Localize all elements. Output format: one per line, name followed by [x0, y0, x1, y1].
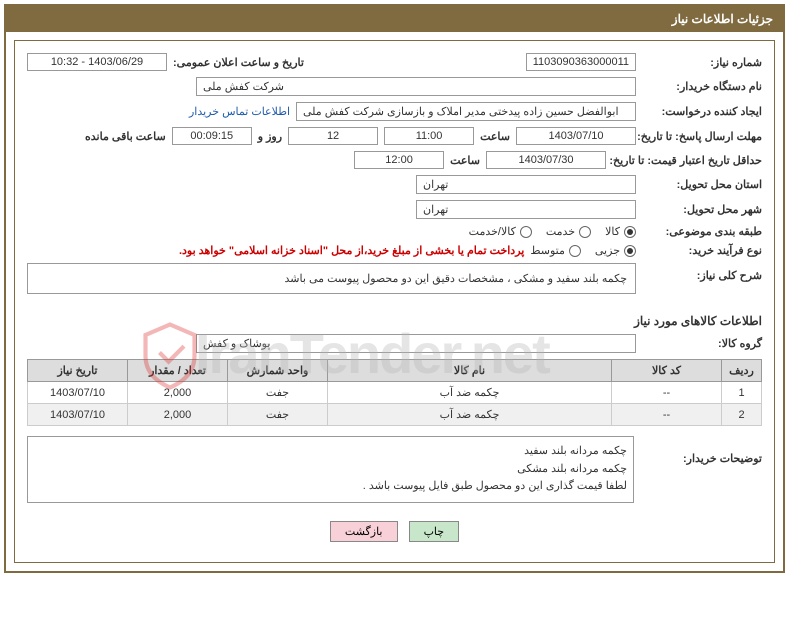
radio-icon[interactable] — [520, 226, 532, 238]
buyer-contact-link[interactable]: اطلاعات تماس خریدار — [189, 105, 290, 118]
th-name: نام کالا — [328, 360, 612, 382]
cell-code: -- — [612, 382, 722, 404]
th-qty: تعداد / مقدار — [128, 360, 228, 382]
price-validity-label: حداقل تاریخ اعتبار قیمت: تا تاریخ: — [612, 154, 762, 167]
province-value: تهران — [416, 175, 636, 194]
countdown-value: 00:09:15 — [172, 127, 252, 145]
radio-icon[interactable] — [624, 226, 636, 238]
summary-label: شرح کلی نیاز: — [642, 263, 762, 282]
reply-date-value: 1403/07/10 — [516, 127, 636, 145]
radio-label: کالا/خدمت — [469, 225, 516, 238]
th-row: ردیف — [722, 360, 762, 382]
header-title: جزئیات اطلاعات نیاز — [672, 12, 773, 26]
need-number-label: شماره نیاز: — [642, 56, 762, 69]
row-category: طبقه بندی موضوعی: کالا خدمت کالا/خدمت — [27, 225, 762, 238]
cell-name: چکمه ضد آب — [328, 404, 612, 426]
radio-icon[interactable] — [624, 245, 636, 257]
cell-n: 1 — [722, 382, 762, 404]
process-option-1[interactable]: متوسط — [530, 244, 581, 257]
items-table: ردیف کد کالا نام کالا واحد شمارش تعداد /… — [27, 359, 762, 426]
requester-value: ابوالفضل حسین زاده پیدختی مدیر املاک و ب… — [296, 102, 636, 121]
cell-name: چکمه ضد آب — [328, 382, 612, 404]
row-summary: شرح کلی نیاز: چکمه بلند سفید و مشکی ، مش… — [27, 263, 762, 304]
buyer-notes-line2: چکمه مردانه بلند مشکی — [34, 461, 627, 479]
main-container: جزئیات اطلاعات نیاز IranTender.net شماره… — [4, 4, 785, 573]
process-radio-group: جزیی متوسط — [530, 244, 636, 257]
table-header-row: ردیف کد کالا نام کالا واحد شمارش تعداد /… — [28, 360, 762, 382]
price-date-value: 1403/07/30 — [486, 151, 606, 169]
radio-label: متوسط — [530, 244, 565, 257]
category-radio-group: کالا خدمت کالا/خدمت — [469, 225, 636, 238]
cell-unit: جفت — [228, 382, 328, 404]
days-and-label: روز و — [258, 130, 282, 143]
row-process: نوع فرآیند خرید: جزیی متوسط پرداخت تمام ی… — [27, 244, 762, 257]
cell-n: 2 — [722, 404, 762, 426]
row-reply-deadline: مهلت ارسال پاسخ: تا تاریخ: 1403/07/10 سا… — [27, 127, 762, 145]
row-buyer-notes: توضیحات خریدار: چکمه مردانه بلند سفید چک… — [27, 436, 762, 503]
announce-label: تاریخ و ساعت اعلان عمومی: — [173, 56, 304, 69]
cell-qty: 2,000 — [128, 404, 228, 426]
cell-date: 1403/07/10 — [28, 382, 128, 404]
radio-icon[interactable] — [579, 226, 591, 238]
table-row: 1--چکمه ضد آبجفت2,0001403/07/10 — [28, 382, 762, 404]
group-value: پوشاک و کفش — [196, 334, 636, 353]
row-province: استان محل تحویل: تهران — [27, 175, 762, 194]
cell-unit: جفت — [228, 404, 328, 426]
announce-value: 1403/06/29 - 10:32 — [27, 53, 167, 71]
time-label-2: ساعت — [450, 154, 480, 167]
city-label: شهر محل تحویل: — [642, 203, 762, 216]
th-unit: واحد شمارش — [228, 360, 328, 382]
cell-qty: 2,000 — [128, 382, 228, 404]
category-label: طبقه بندی موضوعی: — [642, 225, 762, 238]
group-label: گروه کالا: — [642, 337, 762, 350]
panel-header: جزئیات اطلاعات نیاز — [6, 6, 783, 32]
buyer-notes-label: توضیحات خریدار: — [642, 436, 762, 465]
process-label: نوع فرآیند خرید: — [642, 244, 762, 257]
days-value: 12 — [288, 127, 378, 145]
city-value: تهران — [416, 200, 636, 219]
row-price-validity: حداقل تاریخ اعتبار قیمت: تا تاریخ: 1403/… — [27, 151, 762, 169]
category-option-1[interactable]: خدمت — [546, 225, 591, 238]
row-group: گروه کالا: پوشاک و کفش — [27, 334, 762, 353]
row-city: شهر محل تحویل: تهران — [27, 200, 762, 219]
buyer-notes-line3: لطفا قیمت گذاری این دو محصول طبق فایل پی… — [34, 478, 627, 496]
print-button[interactable]: چاپ — [409, 521, 460, 542]
requester-label: ایجاد کننده درخواست: — [642, 105, 762, 118]
remaining-label: ساعت باقی مانده — [85, 130, 166, 143]
category-option-0[interactable]: کالا — [605, 225, 636, 238]
time-label-1: ساعت — [480, 130, 510, 143]
items-section-title: اطلاعات کالاهای مورد نیاز — [27, 314, 762, 328]
reply-time-value: 11:00 — [384, 127, 474, 145]
th-date: تاریخ نیاز — [28, 360, 128, 382]
price-time-value: 12:00 — [354, 151, 444, 169]
row-requester: ایجاد کننده درخواست: ابوالفضل حسین زاده … — [27, 102, 762, 121]
th-code: کد کالا — [612, 360, 722, 382]
radio-label: جزیی — [595, 244, 620, 257]
table-row: 2--چکمه ضد آبجفت2,0001403/07/10 — [28, 404, 762, 426]
payment-note: پرداخت تمام یا بخشی از مبلغ خرید،از محل … — [179, 244, 524, 257]
cell-code: -- — [612, 404, 722, 426]
category-option-2[interactable]: کالا/خدمت — [469, 225, 532, 238]
radio-label: خدمت — [546, 225, 575, 238]
back-button[interactable]: بازگشت — [330, 521, 398, 542]
content-area: IranTender.net شماره نیاز: 1103090363000… — [14, 40, 775, 563]
row-need-number: شماره نیاز: 1103090363000011 تاریخ و ساع… — [27, 53, 762, 71]
summary-box: چکمه بلند سفید و مشکی ، مشخصات دقیق این … — [27, 263, 636, 294]
radio-label: کالا — [605, 225, 620, 238]
cell-date: 1403/07/10 — [28, 404, 128, 426]
process-option-0[interactable]: جزیی — [595, 244, 636, 257]
reply-deadline-label: مهلت ارسال پاسخ: تا تاریخ: — [642, 130, 762, 143]
buyer-notes-box: چکمه مردانه بلند سفید چکمه مردانه بلند م… — [27, 436, 634, 503]
need-number-value: 1103090363000011 — [526, 53, 636, 71]
row-buyer-org: نام دستگاه خریدار: شرکت کفش ملی — [27, 77, 762, 96]
buyer-org-value: شرکت کفش ملی — [196, 77, 636, 96]
buyer-notes-line1: چکمه مردانه بلند سفید — [34, 443, 627, 461]
buyer-org-label: نام دستگاه خریدار: — [642, 80, 762, 93]
button-row: چاپ بازگشت — [27, 513, 762, 550]
radio-icon[interactable] — [569, 245, 581, 257]
province-label: استان محل تحویل: — [642, 178, 762, 191]
